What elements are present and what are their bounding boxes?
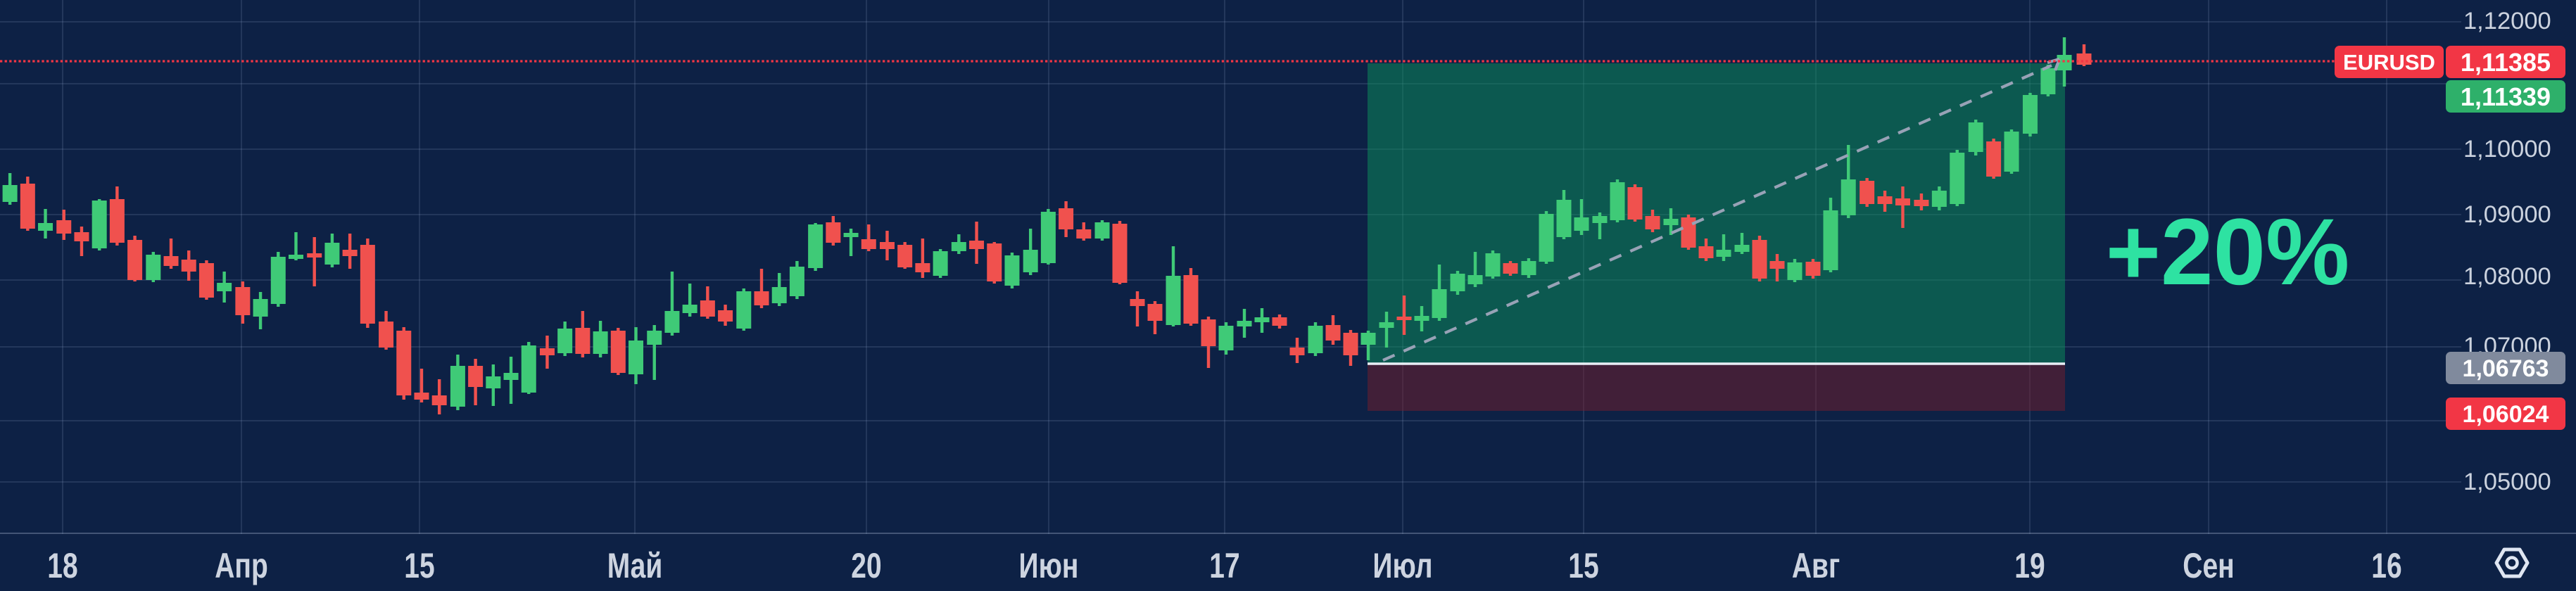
svg-text:18: 18: [47, 545, 77, 585]
svg-text:20: 20: [851, 545, 881, 585]
svg-text:15: 15: [404, 545, 434, 585]
svg-text:Май: Май: [607, 545, 663, 585]
svg-text:15: 15: [1568, 545, 1598, 585]
svg-text:17: 17: [1209, 545, 1239, 585]
svg-text:1,11339: 1,11339: [2461, 82, 2551, 111]
svg-text:1,11385: 1,11385: [2461, 48, 2551, 77]
svg-text:Июл: Июл: [1372, 545, 1432, 585]
svg-text:Авг: Авг: [1792, 545, 1840, 585]
svg-text:+20%: +20%: [2106, 200, 2349, 305]
svg-text:1,05000: 1,05000: [2463, 469, 2551, 495]
svg-text:1,06024: 1,06024: [2463, 401, 2549, 428]
svg-text:19: 19: [2014, 545, 2045, 585]
svg-text:1,10000: 1,10000: [2463, 136, 2551, 163]
svg-text:Июн: Июн: [1019, 545, 1079, 585]
svg-text:1,12000: 1,12000: [2463, 8, 2551, 34]
svg-text:Сен: Сен: [2183, 545, 2234, 585]
svg-text:Апр: Апр: [215, 545, 268, 585]
svg-text:1,09000: 1,09000: [2463, 201, 2551, 228]
svg-text:1,08000: 1,08000: [2463, 263, 2551, 290]
svg-text:EURUSD: EURUSD: [2343, 50, 2435, 75]
svg-text:1,06763: 1,06763: [2463, 355, 2549, 382]
svg-text:16: 16: [2371, 545, 2401, 585]
